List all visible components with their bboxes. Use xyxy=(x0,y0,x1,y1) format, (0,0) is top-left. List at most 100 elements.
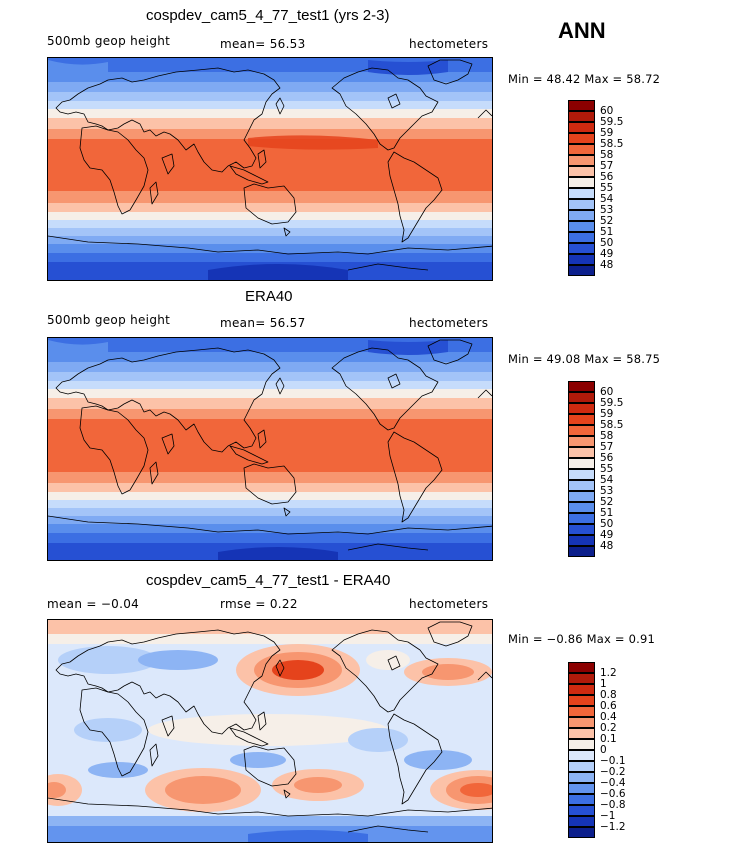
colorbar-label: 0.4 xyxy=(600,711,617,723)
colorbar-swatch xyxy=(568,458,595,469)
colorbar-label: 53 xyxy=(600,485,614,497)
colorbar-swatch xyxy=(568,403,595,414)
panel3-rmse: rmse = 0.22 xyxy=(220,597,298,611)
colorbar-swatch xyxy=(568,436,595,447)
panel3-title: cospdev_cam5_4_77_test1 - ERA40 xyxy=(146,572,391,589)
colorbar-label: 48 xyxy=(600,540,614,552)
colorbar-label: 0 xyxy=(600,744,607,756)
colorbar-label: −0.8 xyxy=(600,799,626,811)
colorbar-swatch xyxy=(568,166,595,177)
colorbar-label: −0.2 xyxy=(600,766,626,778)
colorbar-swatch xyxy=(568,805,595,816)
colorbar-label: 0.6 xyxy=(600,700,617,712)
colorbar-swatch xyxy=(568,425,595,436)
panel1-title: cospdev_cam5_4_77_test1 (yrs 2-3) xyxy=(146,7,390,24)
colorbar-label: −0.1 xyxy=(600,755,626,767)
colorbar-label: 0.8 xyxy=(600,689,617,701)
colorbar-swatch xyxy=(568,546,595,557)
colorbar-swatch xyxy=(568,739,595,750)
colorbar-label: 59 xyxy=(600,408,614,420)
colorbar-label: 57 xyxy=(600,441,614,453)
colorbar-swatch xyxy=(568,155,595,166)
season-label: ANN xyxy=(558,18,606,43)
colorbar-swatch xyxy=(568,221,595,232)
panel1-minmax: Min = 48.42 Max = 58.72 xyxy=(508,72,661,86)
colorbar-swatch xyxy=(568,199,595,210)
colorbar-label: 55 xyxy=(600,182,614,194)
colorbar-swatch xyxy=(568,772,595,783)
panel1-variable-label: 500mb geop height xyxy=(47,34,171,48)
panel3-coastlines xyxy=(48,621,492,833)
colorbar-swatch xyxy=(568,447,595,458)
colorbar-label: 51 xyxy=(600,507,614,519)
colorbar-swatch xyxy=(568,750,595,761)
colorbar-swatch xyxy=(568,133,595,144)
colorbar-label: 54 xyxy=(600,474,614,486)
colorbar-swatch xyxy=(568,392,595,403)
panel3-minmax: Min = −0.86 Max = 0.91 xyxy=(508,632,655,646)
colorbar-swatch xyxy=(568,783,595,794)
colorbar-label: 1 xyxy=(600,678,607,690)
colorbar-swatch xyxy=(568,243,595,254)
panel1-mean: mean= 56.53 xyxy=(220,37,306,51)
colorbar-swatch xyxy=(568,673,595,684)
colorbar-swatch xyxy=(568,381,595,392)
colorbar-swatch xyxy=(568,695,595,706)
panel2-mean: mean= 56.57 xyxy=(220,316,306,330)
colorbar-label: 56 xyxy=(600,452,614,464)
colorbar-label: 54 xyxy=(600,193,614,205)
colorbar-label: −0.6 xyxy=(600,788,626,800)
colorbar-label: 58 xyxy=(600,149,614,161)
colorbar-swatch xyxy=(568,210,595,221)
panel2-title: ERA40 xyxy=(245,288,293,305)
colorbar-label: −1.2 xyxy=(600,821,626,833)
colorbar-swatch xyxy=(568,684,595,695)
colorbar-label: 51 xyxy=(600,226,614,238)
colorbar-swatch xyxy=(568,827,595,838)
colorbar-swatch xyxy=(568,122,595,133)
colorbar-label: 57 xyxy=(600,160,614,172)
colorbar-swatch xyxy=(568,111,595,122)
colorbar-label: 55 xyxy=(600,463,614,475)
colorbar-label: 58 xyxy=(600,430,614,442)
panel1-map xyxy=(47,57,493,281)
colorbar-swatch xyxy=(568,469,595,480)
colorbar-swatch xyxy=(568,491,595,502)
panel1-coastlines xyxy=(48,59,492,271)
colorbar-swatch xyxy=(568,524,595,535)
colorbar-swatch xyxy=(568,502,595,513)
colorbar-label: 49 xyxy=(600,529,614,541)
colorbar-label: 59 xyxy=(600,127,614,139)
colorbar-swatch xyxy=(568,706,595,717)
colorbar-label: 59.5 xyxy=(600,116,624,128)
colorbar-label: 0.2 xyxy=(600,722,617,734)
colorbar-swatch xyxy=(568,761,595,772)
colorbar-swatch xyxy=(568,254,595,265)
colorbar-label: 60 xyxy=(600,386,614,398)
panel2-minmax: Min = 49.08 Max = 58.75 xyxy=(508,352,661,366)
colorbar-label: −0.4 xyxy=(600,777,626,789)
colorbar-swatch xyxy=(568,535,595,546)
colorbar-label: 52 xyxy=(600,496,614,508)
colorbar-label: 56 xyxy=(600,171,614,183)
panel3-contour-field xyxy=(48,620,492,842)
panel3-units: hectometers xyxy=(409,597,489,611)
panel2-coastlines xyxy=(48,339,492,551)
colorbar-swatch xyxy=(568,232,595,243)
panel1-units: hectometers xyxy=(409,37,489,51)
colorbar-swatch xyxy=(568,717,595,728)
colorbar-label: 0.1 xyxy=(600,733,617,745)
colorbar-swatch xyxy=(568,662,595,673)
colorbar-swatch xyxy=(568,265,595,276)
colorbar-swatch xyxy=(568,188,595,199)
colorbar-swatch xyxy=(568,816,595,827)
panel1-contour-field xyxy=(48,58,492,280)
colorbar-label: 50 xyxy=(600,518,614,530)
colorbar-swatch xyxy=(568,414,595,425)
colorbar-label: 1.2 xyxy=(600,667,617,679)
colorbar-swatch xyxy=(568,728,595,739)
panel2-units: hectometers xyxy=(409,316,489,330)
panel2-map xyxy=(47,337,493,561)
colorbar-label: 58.5 xyxy=(600,138,624,150)
colorbar-label: 59.5 xyxy=(600,397,624,409)
